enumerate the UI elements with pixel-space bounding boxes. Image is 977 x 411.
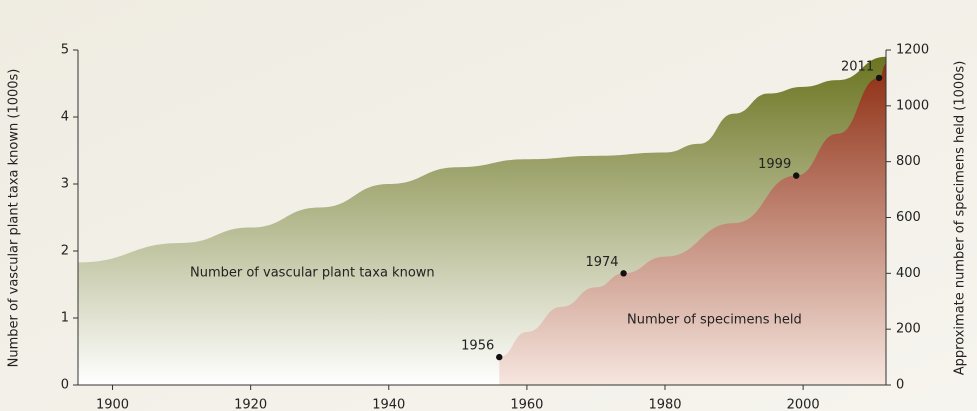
y-tick-label: 4 xyxy=(61,110,69,125)
y2-tick-label: 0 xyxy=(896,378,904,393)
x-tick-label: 2000 xyxy=(787,398,820,411)
y-tick-label: 0 xyxy=(61,378,69,393)
point-label: 1999 xyxy=(758,157,791,172)
y2-tick-label: 400 xyxy=(896,266,921,281)
y-tick-label: 3 xyxy=(61,177,69,192)
point xyxy=(496,354,502,360)
x-tick-label: 1980 xyxy=(648,398,681,411)
point-label: 2011 xyxy=(841,59,874,74)
y-tick-label: 5 xyxy=(61,43,69,58)
chart: Number of vascular plant taxa known (100… xyxy=(0,0,977,411)
point xyxy=(793,172,799,178)
y2-tick-label: 200 xyxy=(896,322,921,337)
x-tick-label: 1960 xyxy=(510,398,543,411)
point xyxy=(620,270,626,276)
annotation: Number of specimens held xyxy=(627,313,802,328)
y2-tick-label: 1000 xyxy=(896,98,929,113)
point-label: 1956 xyxy=(461,339,494,354)
point xyxy=(876,75,882,81)
x-tick-label: 1940 xyxy=(372,398,405,411)
y-tick-label: 1 xyxy=(61,311,69,326)
page: Number of vascular plant taxa known (100… xyxy=(0,0,977,411)
y2-tick-label: 800 xyxy=(896,154,921,169)
annotation: Number of vascular plant taxa known xyxy=(190,266,435,281)
x-tick-label: 1920 xyxy=(234,398,267,411)
y2-tick-label: 1200 xyxy=(896,43,929,58)
y-axis-label: Number of vascular plant taxa known (100… xyxy=(7,69,22,368)
y-tick-label: 2 xyxy=(61,244,69,259)
y2-tick-label: 600 xyxy=(896,210,921,225)
x-tick-label: 1900 xyxy=(96,398,129,411)
point-label: 1974 xyxy=(585,255,618,270)
y2-axis-label: Approximate number of specimens held (10… xyxy=(953,61,968,376)
